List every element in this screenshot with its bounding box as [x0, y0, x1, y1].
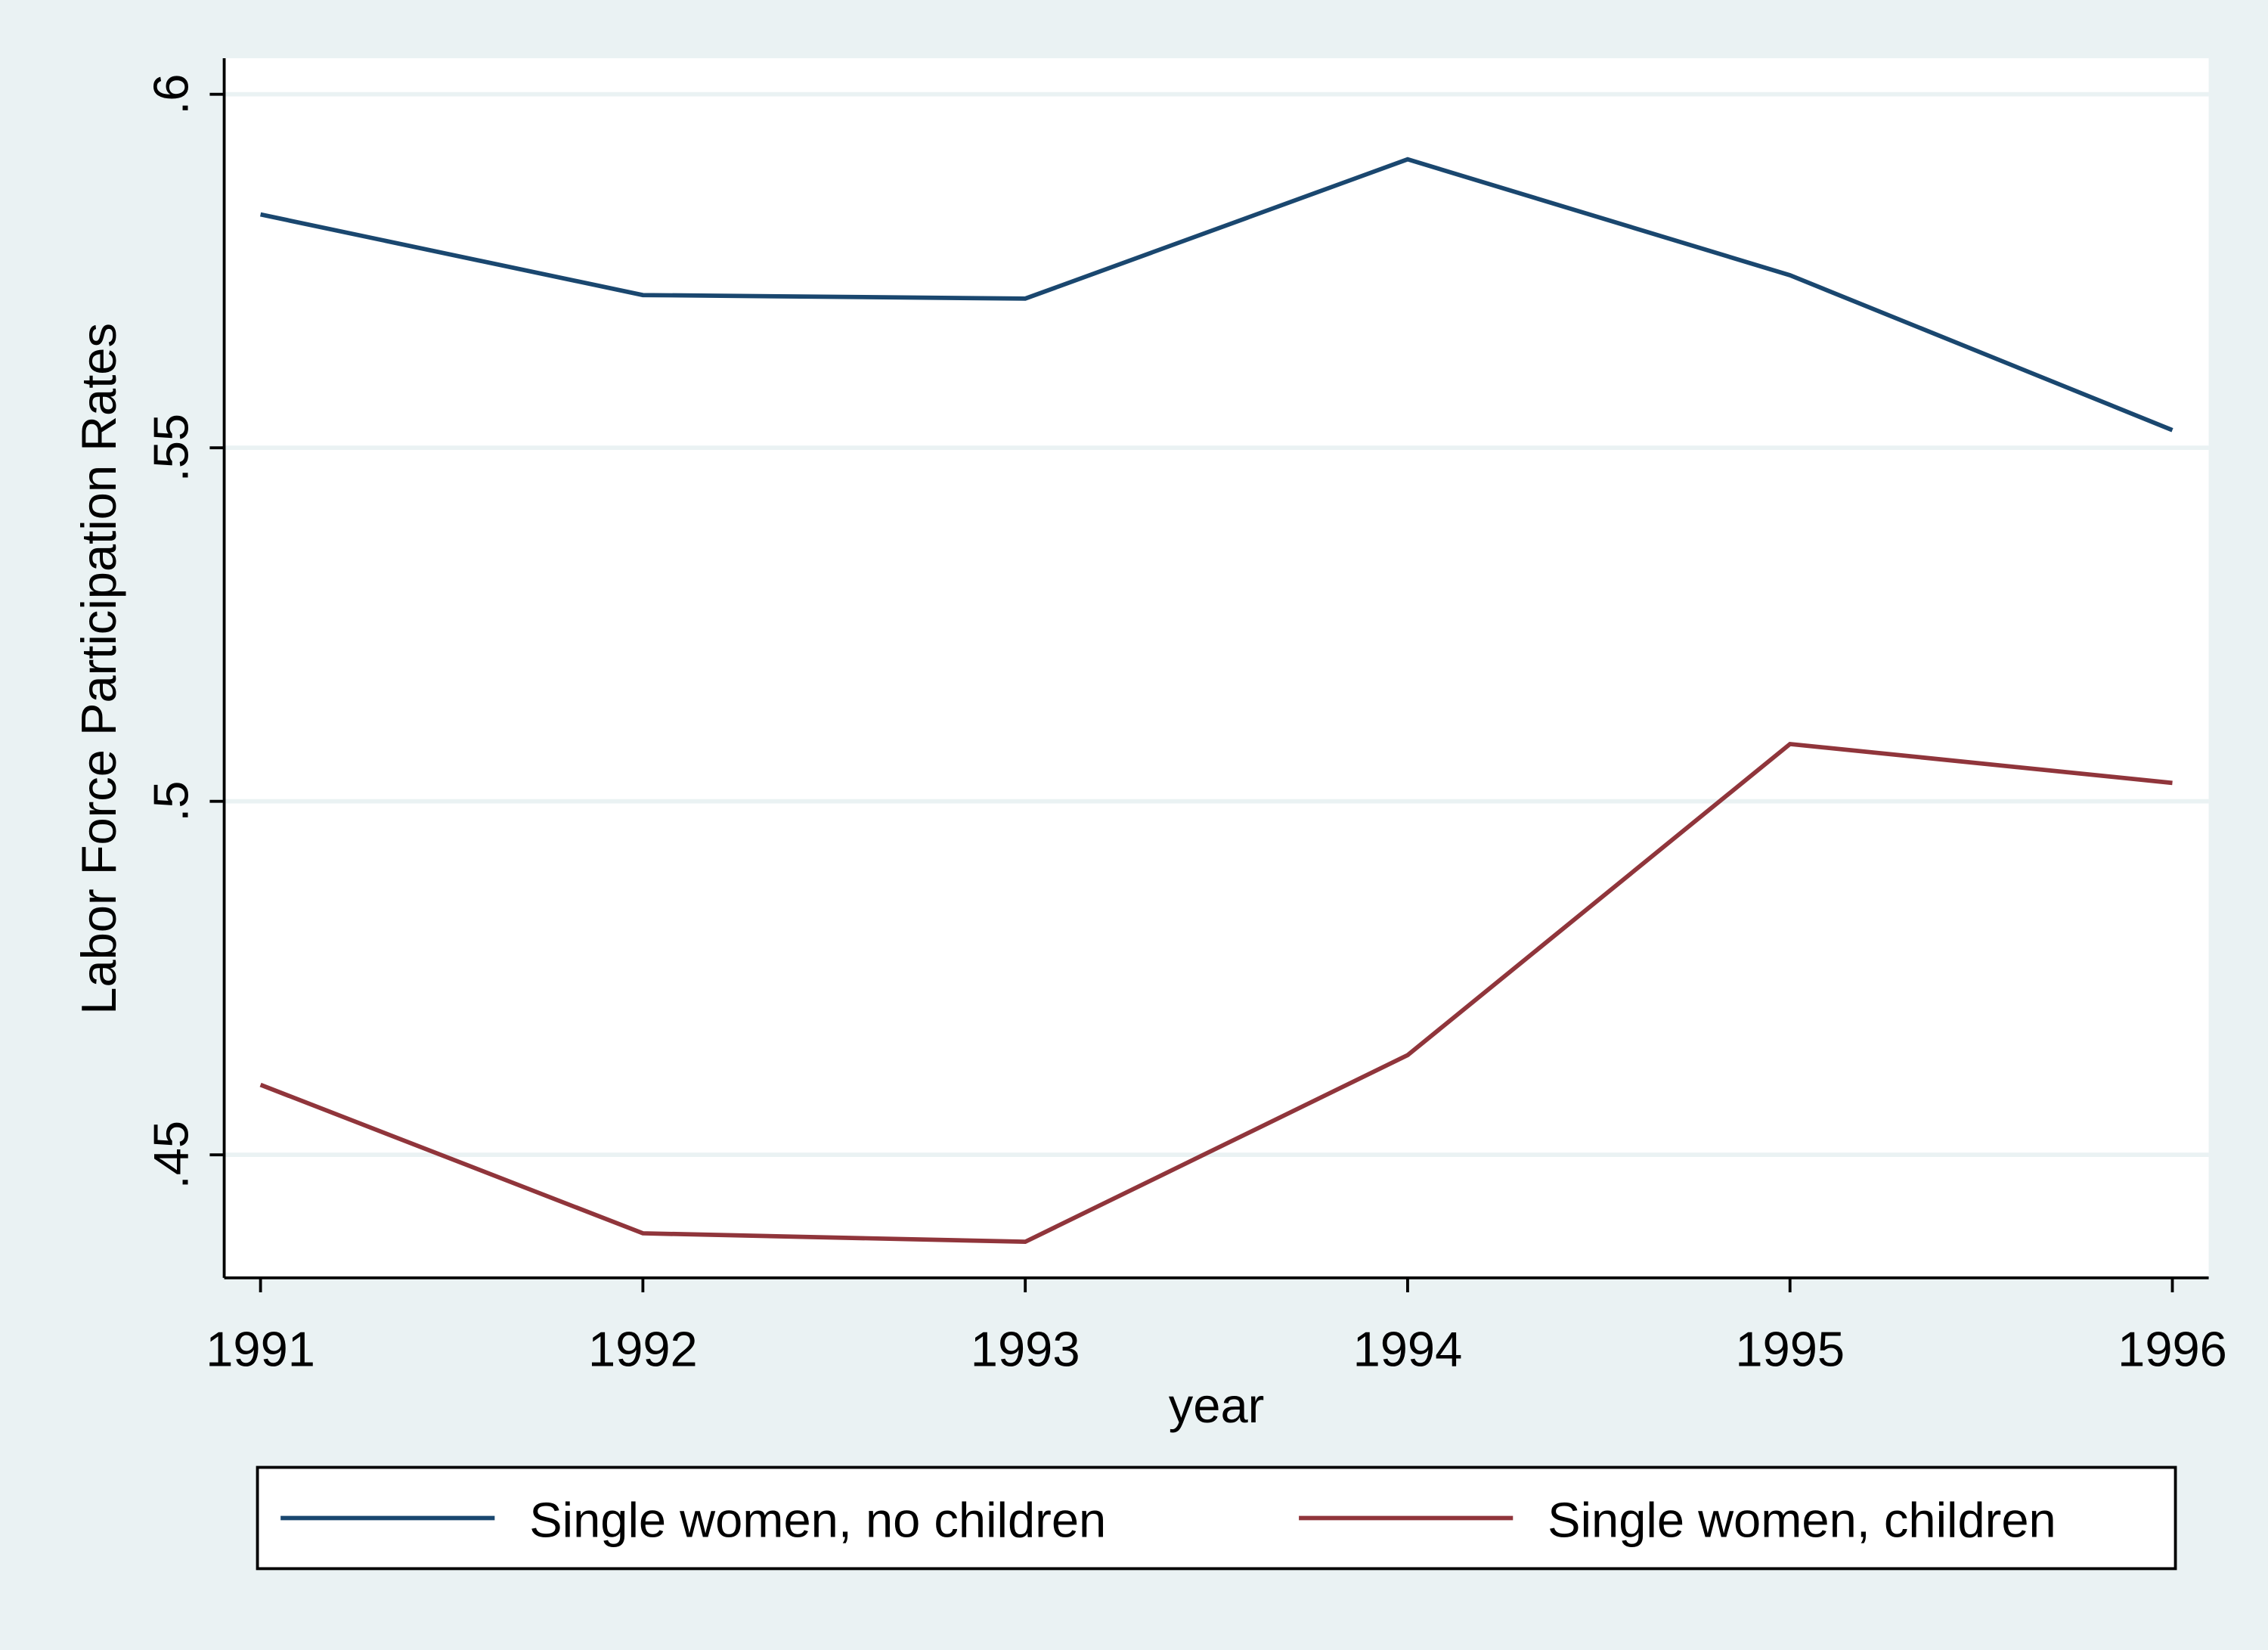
- legend-label: Single women, children: [1548, 1492, 2056, 1547]
- x-tick-label: 1995: [1735, 1322, 1845, 1377]
- x-tick-label: 1996: [2118, 1322, 2227, 1377]
- legend-label: Single women, no children: [529, 1492, 1106, 1547]
- x-tick-label: 1993: [971, 1322, 1080, 1377]
- y-tick-label: .6: [144, 74, 199, 115]
- data-line: [259, 741, 2173, 1245]
- x-tick-label: 1992: [588, 1322, 698, 1377]
- y-tick-label: .5: [144, 781, 199, 822]
- y-axis-title: Labor Force Participation Rates: [71, 323, 126, 1015]
- y-tick-label: .45: [144, 1121, 199, 1189]
- x-axis-title: year: [1169, 1378, 1265, 1433]
- x-tick-label: 1991: [206, 1322, 315, 1377]
- data-line: [260, 157, 2174, 433]
- x-tick-label: 1994: [1353, 1322, 1463, 1377]
- y-tick-label: .55: [144, 414, 199, 482]
- legend-box: [256, 1465, 2177, 1571]
- plot-area: [224, 57, 2209, 1278]
